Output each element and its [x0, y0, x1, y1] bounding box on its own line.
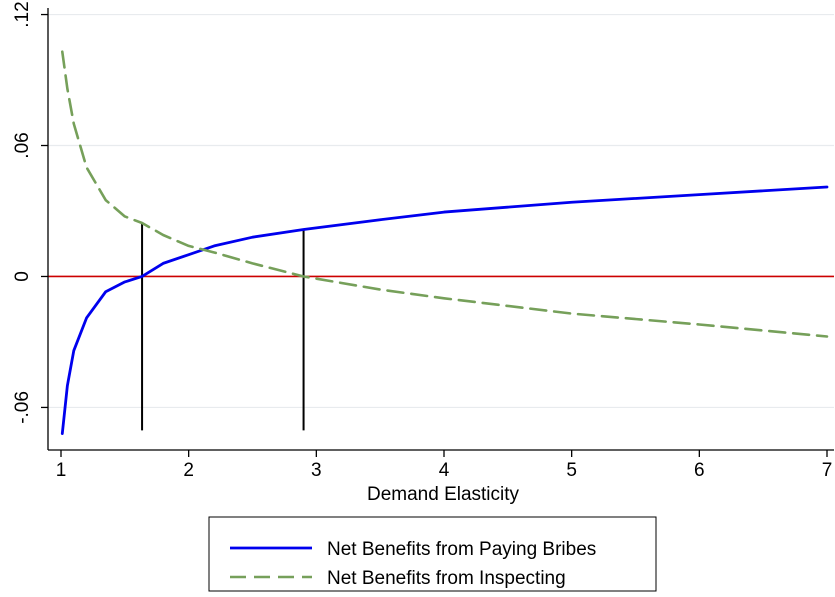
x-tick-label-0: 1 [56, 460, 67, 481]
x-tick-label-4: 5 [566, 460, 577, 481]
y-tick-label-1: 0 [12, 271, 33, 282]
x-tick-label-3: 4 [439, 460, 450, 481]
y-tick-label-2: .06 [12, 132, 33, 158]
y-tick-label-3: .12 [12, 1, 33, 27]
series-line-1 [60, 50, 829, 338]
legend-box [208, 516, 657, 592]
x-tick-label-5: 6 [694, 460, 705, 481]
grid [48, 13, 834, 409]
series-line-0 [60, 185, 829, 436]
y-tick-label-0: -.06 [12, 391, 33, 424]
axes [47, 8, 834, 451]
ticks: 1 2 3 4 5 6 7 -.06 0 .06 .12 [12, 1, 832, 481]
x-tick-label-2: 3 [311, 460, 322, 481]
series [60, 50, 829, 436]
legend-label-series-1: Net Benefits from Inspecting [327, 568, 566, 589]
x-axis-title: Demand Elasticity [367, 484, 520, 505]
x-tick-label-1: 2 [183, 460, 194, 481]
reference-lines [48, 222, 834, 431]
x-tick-label-6: 7 [822, 460, 833, 481]
legend: Net Benefits from Paying Bribes Net Bene… [208, 516, 657, 592]
legend-label-series-0: Net Benefits from Paying Bribes [327, 539, 596, 560]
